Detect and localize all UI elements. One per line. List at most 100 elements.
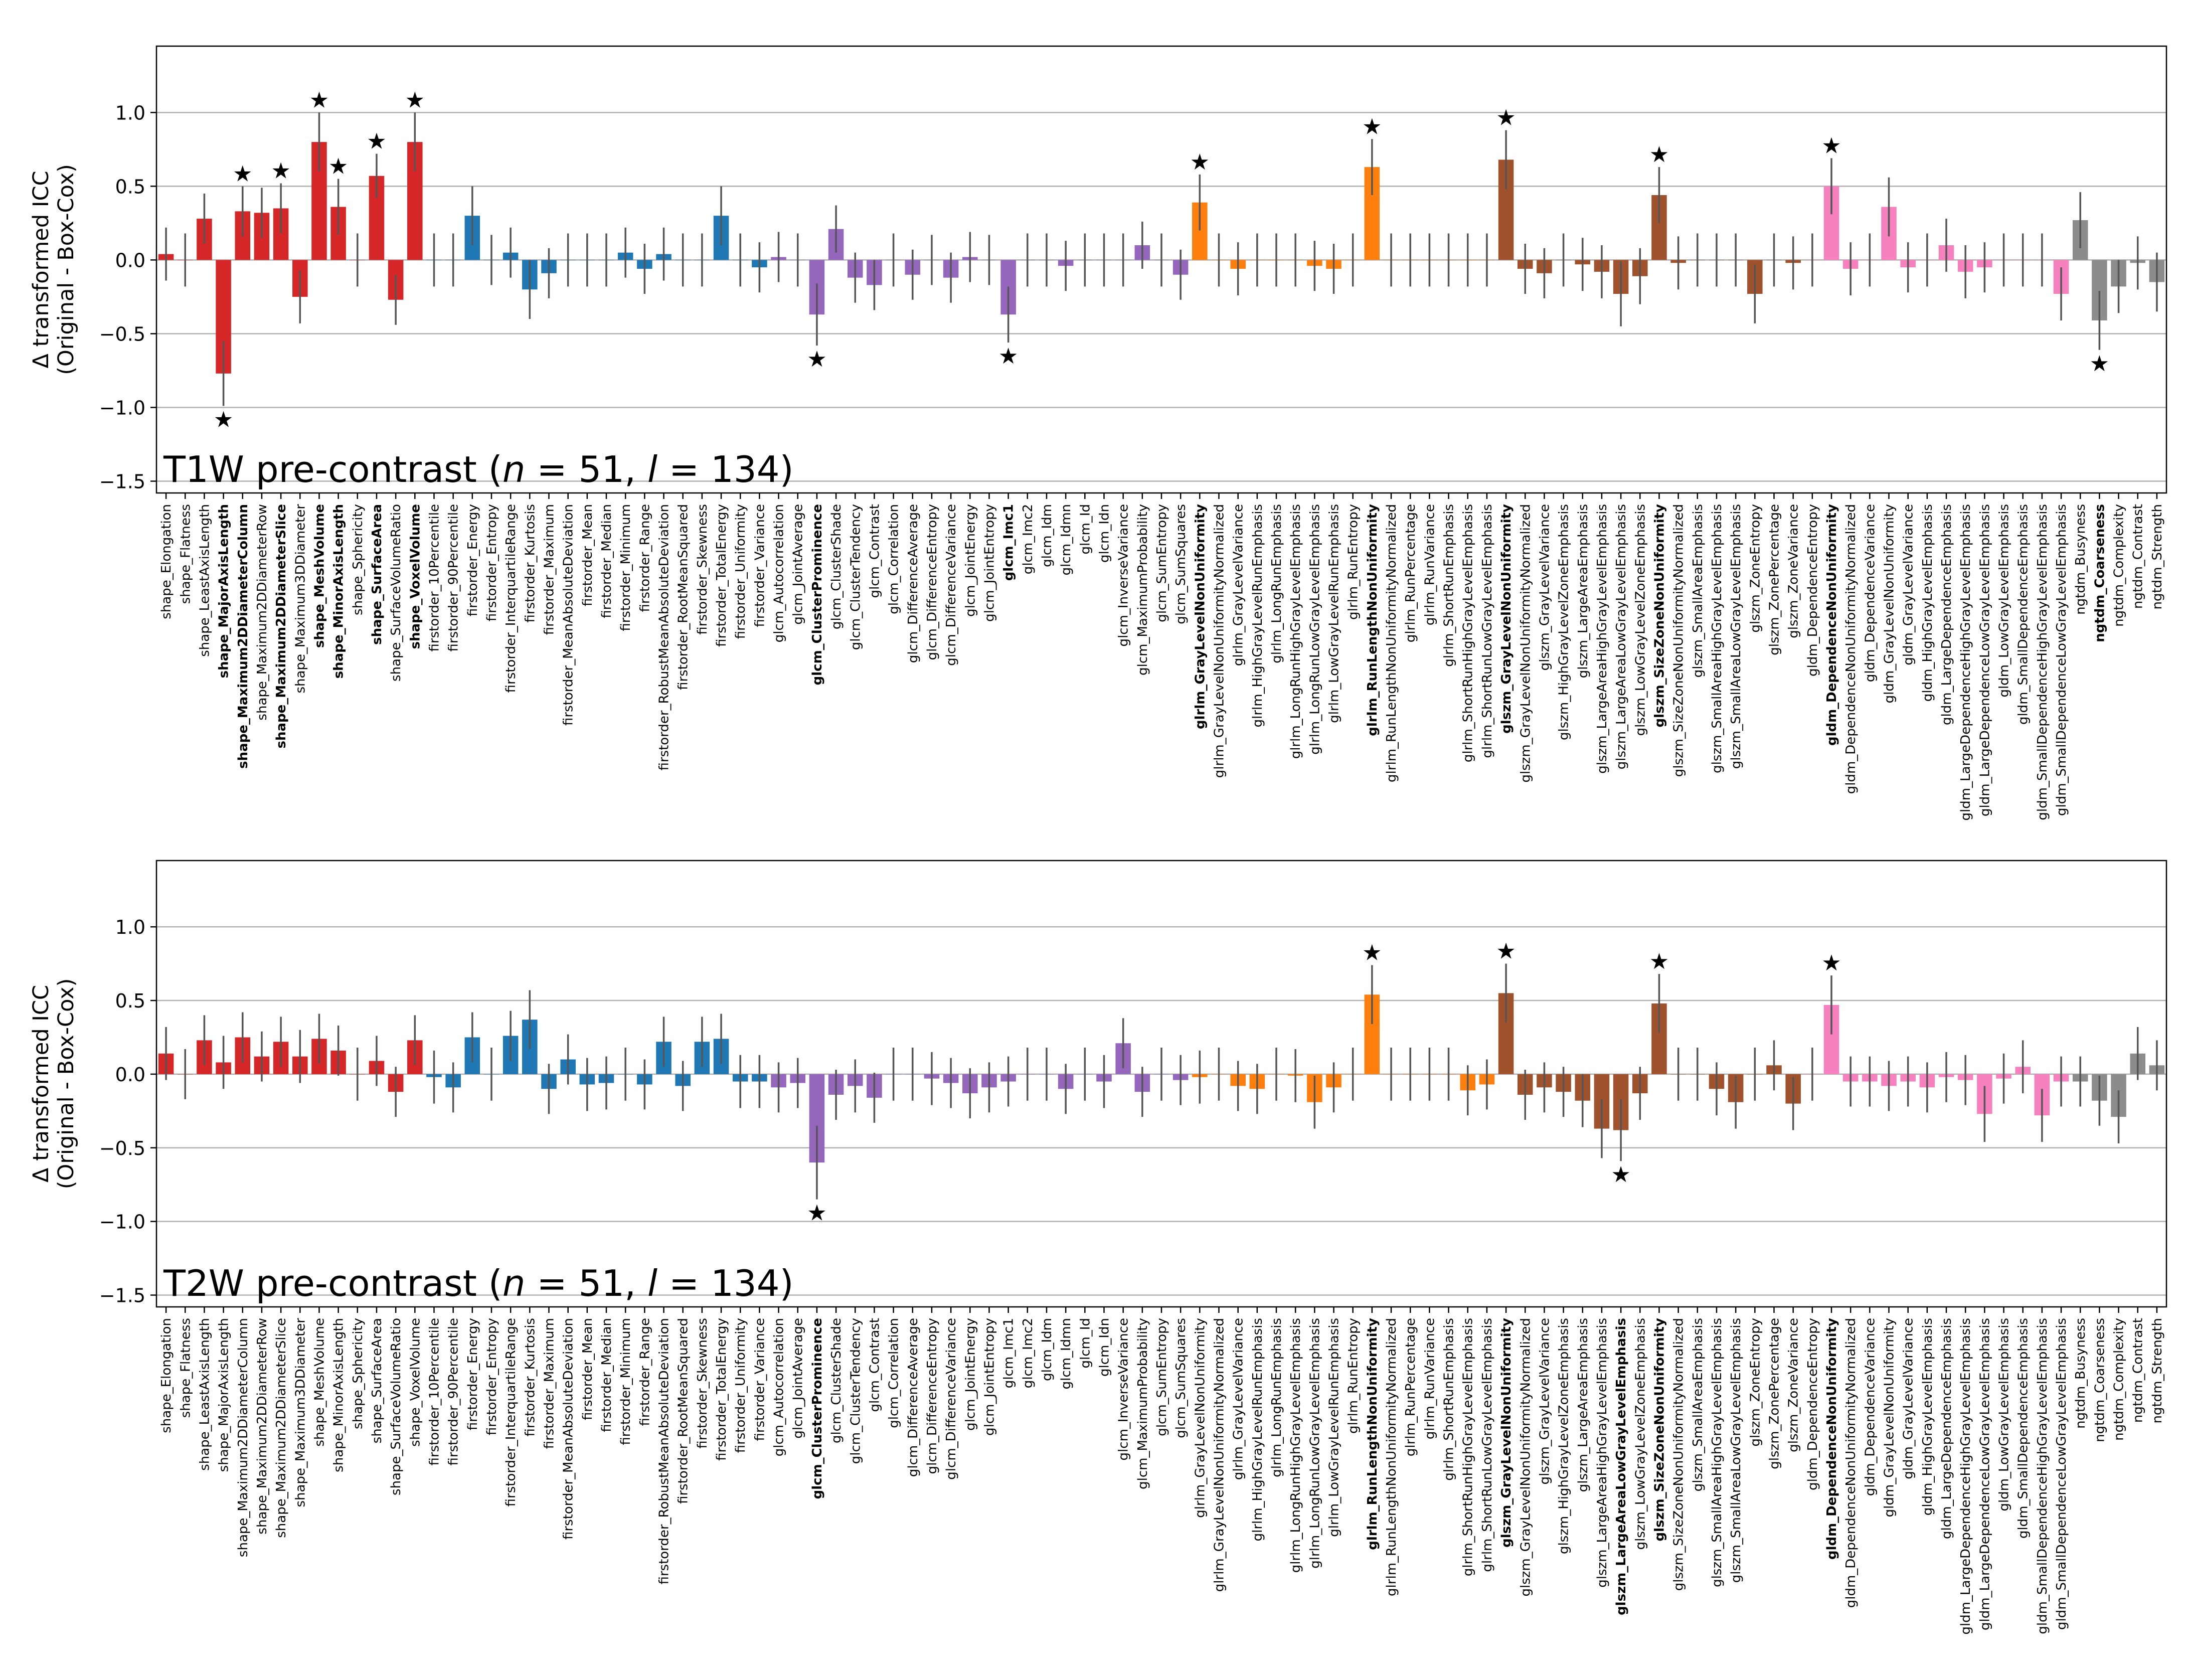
x-tick-label: glcm_ClusterShade bbox=[829, 1318, 844, 1443]
x-tick-label: gldm_LargeDependenceEmphasis bbox=[1939, 1318, 1954, 1539]
x-tick-label: glcm_Id bbox=[1078, 504, 1093, 555]
x-tick-label: shape_MajorAxisLength bbox=[217, 504, 232, 678]
x-tick-label: firstorder_Minimum bbox=[618, 1318, 633, 1445]
significance-star: ★ bbox=[1496, 105, 1516, 131]
x-tick-label: shape_SurfaceArea bbox=[370, 1318, 385, 1443]
x-tick-label: glcm_Id bbox=[1078, 1318, 1093, 1369]
y-tick-label: 1.0 bbox=[115, 916, 145, 938]
x-tick-label: gldm_HighGrayLevelEmphasis bbox=[1920, 504, 1935, 702]
x-tick-label: glszm_ZoneVariance bbox=[1786, 1318, 1801, 1452]
x-tick-label: glszm_GrayLevelVariance bbox=[1537, 504, 1552, 670]
x-tick-label: glrlm_ShortRunEmphasis bbox=[1442, 504, 1457, 667]
x-tick-label: glszm_HighGrayLevelZoneEmphasis bbox=[1557, 504, 1572, 740]
x-tick-label: gldm_DependenceVariance bbox=[1863, 504, 1878, 682]
x-tick-label: glrlm_GrayLevelNonUniformityNormalized bbox=[1212, 1318, 1227, 1592]
y-axis-label: Δ transformed ICC bbox=[29, 985, 54, 1183]
x-tick-label: glcm_DifferenceVariance bbox=[944, 1318, 959, 1480]
significance-star: ★ bbox=[1611, 1162, 1630, 1188]
x-tick-label: glszm_GrayLevelNonUniformity bbox=[1499, 504, 1514, 734]
x-tick-label: glcm_DifferenceEntropy bbox=[925, 504, 940, 660]
x-tick-label: firstorder_10Percentile bbox=[427, 1318, 442, 1466]
x-tick-label: glcm_SumEntropy bbox=[1154, 504, 1169, 622]
x-tick-label: glcm_SumSquares bbox=[1173, 1318, 1189, 1438]
y-tick-label: −1.5 bbox=[99, 1285, 145, 1307]
x-tick-label: ngtdm_Coarseness bbox=[2092, 1318, 2107, 1442]
x-tick-label: glszm_ZoneEntropy bbox=[1748, 1318, 1763, 1446]
x-tick-label: gldm_SmallDependenceHighGrayLevelEmphasi… bbox=[2035, 504, 2050, 820]
x-tick-label: ngtdm_Strength bbox=[2150, 1318, 2165, 1423]
x-tick-label: firstorder_Uniformity bbox=[733, 1318, 748, 1453]
x-tick-label: glcm_Imc2 bbox=[1021, 504, 1036, 574]
x-tick-label: gldm_DependenceEntropy bbox=[1805, 1318, 1820, 1490]
x-tick-label: glrlm_GrayLevelVariance bbox=[1231, 504, 1246, 666]
x-tick-label: gldm_SmallDependenceHighGrayLevelEmphasi… bbox=[2035, 1318, 2050, 1634]
plot-frame bbox=[155, 860, 2167, 1308]
x-tick-label: gldm_SmallDependenceLowGrayLevelEmphasis bbox=[2054, 504, 2069, 816]
x-tick-label: glcm_Idmn bbox=[1059, 1318, 1074, 1389]
x-tick-label: glcm_SumSquares bbox=[1173, 504, 1189, 624]
y-tick-label: −1.0 bbox=[99, 397, 145, 419]
x-tick-label: firstorder_RootMeanSquared bbox=[676, 504, 691, 690]
x-tick-label: shape_MinorAxisLength bbox=[331, 504, 347, 679]
x-tick-label: glcm_Imc1 bbox=[1001, 1318, 1017, 1388]
x-tick-label: glcm_JointAverage bbox=[791, 504, 806, 625]
x-tick-label: glrlm_GrayLevelNonUniformityNormalized bbox=[1212, 504, 1227, 778]
x-tick-label: shape_LeastAxisLength bbox=[197, 1318, 212, 1471]
x-tick-label: glcm_DifferenceEntropy bbox=[925, 1318, 940, 1474]
x-tick-label: firstorder_RobustMeanAbsoluteDeviation bbox=[657, 1318, 672, 1585]
panel-title: T2W pre-contrast (n = 51, l = 134) bbox=[163, 1262, 794, 1304]
x-tick-label: firstorder_Mean bbox=[580, 1318, 595, 1420]
x-tick-label: ngtdm_Complexity bbox=[2112, 504, 2127, 627]
x-tick-label: firstorder_Minimum bbox=[618, 504, 633, 631]
x-tick-label: glszm_LargeAreaLowGrayLevelEmphasis bbox=[1614, 504, 1629, 769]
x-tick-label: shape_MeshVolume bbox=[312, 504, 327, 648]
x-tick-label: glrlm_LowGrayLevelRunEmphasis bbox=[1327, 1318, 1342, 1537]
significance-star: ★ bbox=[1362, 114, 1382, 139]
y-tick-label: −1.0 bbox=[99, 1211, 145, 1233]
x-tick-label: gldm_LargeDependenceHighGrayLevelEmphasi… bbox=[1958, 504, 1973, 821]
significance-star: ★ bbox=[405, 87, 425, 113]
x-tick-label: glszm_SizeZoneNonUniformityNormalized bbox=[1671, 1318, 1687, 1591]
x-tick-label: firstorder_Range bbox=[637, 1318, 652, 1426]
x-tick-label: glrlm_ShortRunHighGrayLevelEmphasis bbox=[1461, 504, 1476, 762]
x-tick-label: gldm_DependenceEntropy bbox=[1805, 504, 1820, 677]
x-tick-label: shape_Maximum2DDiameterRow bbox=[255, 1318, 270, 1535]
x-tick-label: glcm_JointEntropy bbox=[982, 504, 997, 622]
x-tick-label: glcm_Imc2 bbox=[1021, 1318, 1036, 1388]
significance-star: ★ bbox=[328, 154, 348, 180]
x-tick-label: ngtdm_Busyness bbox=[2073, 1318, 2088, 1429]
x-tick-label: firstorder_Kurtosis bbox=[523, 1318, 538, 1436]
y-tick-label: 0.0 bbox=[115, 1064, 145, 1086]
x-tick-label: glrlm_ShortRunLowGrayLevelEmphasis bbox=[1480, 1318, 1495, 1572]
x-tick-label: glszm_GrayLevelNonUniformity bbox=[1499, 1318, 1514, 1548]
x-tick-label: glcm_Idn bbox=[1097, 504, 1112, 563]
x-tick-label: shape_LeastAxisLength bbox=[197, 504, 212, 657]
x-tick-label: shape_VoxelVolume bbox=[408, 504, 423, 649]
x-tick-label: gldm_LargeDependenceLowGrayLevelEmphasis bbox=[1977, 504, 1992, 816]
significance-star: ★ bbox=[807, 1201, 826, 1226]
x-tick-label: firstorder_Range bbox=[637, 504, 652, 612]
x-tick-label: glcm_Autocorrelation bbox=[772, 504, 787, 642]
x-tick-label: firstorder_Maximum bbox=[542, 1318, 557, 1449]
significance-star: ★ bbox=[233, 161, 252, 187]
x-tick-label: glcm_DifferenceAverage bbox=[906, 1318, 921, 1477]
x-tick-label: glszm_SizeZoneNonUniformityNormalized bbox=[1671, 504, 1687, 777]
x-tick-label: glrlm_HighGrayLevelRunEmphasis bbox=[1250, 1318, 1265, 1541]
x-tick-label: firstorder_Skewness bbox=[695, 1318, 710, 1449]
x-tick-label: ngtdm_Contrast bbox=[2131, 1318, 2146, 1423]
x-tick-label: shape_Flatness bbox=[178, 1318, 193, 1418]
x-tick-label: shape_Sphericity bbox=[351, 1318, 366, 1429]
x-tick-label: gldm_GrayLevelVariance bbox=[1901, 504, 1916, 665]
x-tick-label: firstorder_Energy bbox=[465, 1318, 480, 1430]
x-tick-label: glszm_ZonePercentage bbox=[1767, 504, 1782, 655]
significance-star: ★ bbox=[998, 344, 1018, 369]
x-tick-label: glszm_LargeAreaEmphasis bbox=[1576, 1318, 1591, 1492]
x-tick-label: firstorder_Mean bbox=[580, 504, 595, 606]
x-tick-label: gldm_DependenceNonUniformity bbox=[1824, 504, 1839, 746]
x-tick-label: glszm_SizeZoneNonUniformity bbox=[1652, 504, 1667, 728]
significance-star: ★ bbox=[1821, 950, 1841, 976]
y-tick-label: −0.5 bbox=[99, 323, 145, 345]
x-tick-label: glszm_ZoneEntropy bbox=[1748, 504, 1763, 632]
x-tick-label: glcm_Idn bbox=[1097, 1318, 1112, 1377]
